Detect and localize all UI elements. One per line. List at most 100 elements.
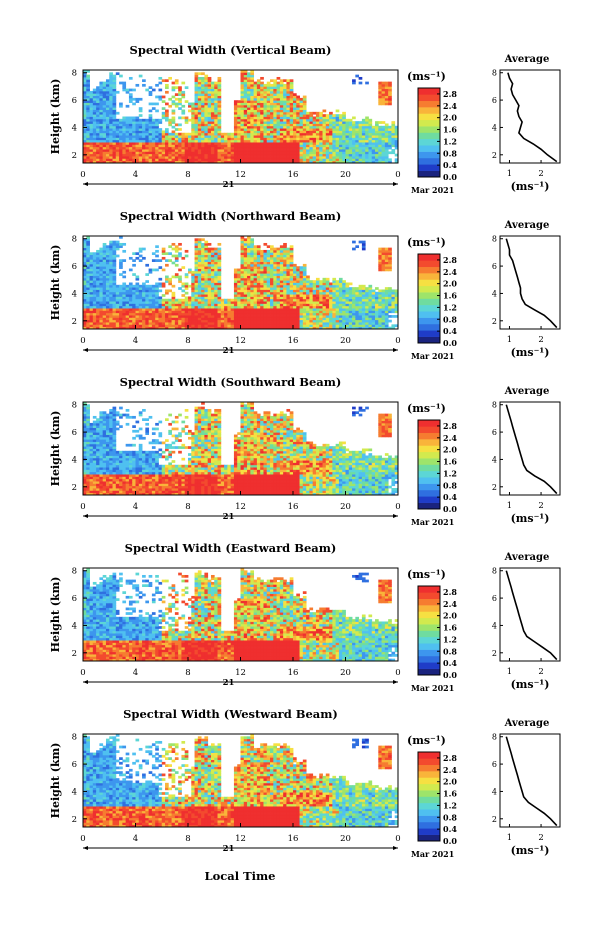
heatmap-cell <box>149 149 153 152</box>
heatmap-cell <box>96 278 100 281</box>
heatmap-cell <box>368 119 372 122</box>
heatmap-cell <box>359 133 363 136</box>
heatmap-cell <box>152 317 156 320</box>
heatmap-cell <box>136 294 140 297</box>
heatmap-cell <box>368 128 372 131</box>
heatmap-cell <box>178 93 182 96</box>
heatmap-cell <box>204 289 208 292</box>
heatmap-cell <box>96 126 100 129</box>
heatmap-cell <box>303 264 307 267</box>
heatmap-cell <box>122 86 126 89</box>
heatmap-cell <box>260 117 264 120</box>
heatmap-cell <box>300 280 304 283</box>
heatmap-cell <box>270 248 274 251</box>
heatmap-cell <box>211 248 215 251</box>
heatmap-cell <box>326 313 330 316</box>
heatmap-cell <box>244 79 248 82</box>
heatmap-cell <box>293 278 297 281</box>
heatmap-cell <box>116 149 120 152</box>
heatmap-cell <box>283 243 287 246</box>
heatmap-cell <box>283 324 287 327</box>
heatmap-cell <box>165 280 169 283</box>
heatmap-cell <box>365 82 369 85</box>
heatmap-cell <box>362 156 366 159</box>
heatmap-cell <box>129 144 133 147</box>
heatmap-cell <box>122 156 126 159</box>
heatmap-cell <box>247 245 251 248</box>
heatmap-cell <box>119 266 123 269</box>
heatmap-cell <box>326 278 330 281</box>
heatmap-cell <box>313 324 317 327</box>
heatmap-cell <box>152 126 156 129</box>
heatmap-cell <box>231 156 235 159</box>
heatmap-cell <box>198 264 202 267</box>
heatmap-cell <box>273 257 277 260</box>
heatmap-cell <box>352 241 356 244</box>
heatmap-cell <box>332 137 336 140</box>
heatmap-cell <box>352 310 356 313</box>
heatmap-cell <box>250 248 254 251</box>
heatmap-cell <box>86 301 90 304</box>
heatmap-cell <box>99 128 103 131</box>
heatmap-cell <box>385 133 389 136</box>
heatmap-cell <box>172 255 176 258</box>
heatmap-cell <box>201 137 205 140</box>
y-tick-label: 4 <box>72 123 77 133</box>
heatmap-cell <box>155 149 159 152</box>
heatmap-cell <box>129 289 133 292</box>
heatmap-cell <box>168 137 172 140</box>
heatmap-cell <box>119 264 123 267</box>
heatmap-cell <box>263 294 267 297</box>
colorbar-swatch <box>418 158 440 165</box>
heatmap-cell <box>181 324 185 327</box>
heatmap-cell <box>136 310 140 313</box>
heatmap-cell <box>227 151 231 154</box>
heatmap-cell <box>332 278 336 281</box>
heatmap-cell <box>270 303 274 306</box>
heatmap-cell <box>178 86 182 89</box>
heatmap-cell <box>286 96 290 99</box>
heatmap-cell <box>198 137 202 140</box>
heatmap-cell <box>254 156 258 159</box>
heatmap-cell <box>355 128 359 131</box>
heatmap-cell <box>106 79 110 82</box>
heatmap-cell <box>267 93 271 96</box>
heatmap-cell <box>290 266 294 269</box>
heatmap-cell <box>103 313 107 316</box>
heatmap-cell <box>93 128 97 131</box>
heatmap-cell <box>267 96 271 99</box>
heatmap-cell <box>319 280 323 283</box>
heatmap-cell <box>201 245 205 248</box>
heatmap-cell <box>99 301 103 304</box>
heatmap-cell <box>300 133 304 136</box>
heatmap-cell <box>113 303 117 306</box>
heatmap-cell <box>293 110 297 113</box>
heatmap-cell <box>83 144 87 147</box>
heatmap-cell <box>158 133 162 136</box>
heatmap-cell <box>247 79 251 82</box>
heatmap-cell <box>234 105 238 108</box>
heatmap-cell <box>244 310 248 313</box>
heatmap-cell <box>218 110 222 113</box>
average-title: Average <box>504 54 550 65</box>
heatmap-cell <box>162 117 166 120</box>
heatmap-cell <box>191 303 195 306</box>
heatmap-cell <box>270 110 274 113</box>
heatmap-cell <box>96 289 100 292</box>
heatmap-cell <box>145 310 149 313</box>
heatmap-cell <box>388 96 392 99</box>
heatmap-cell <box>211 86 215 89</box>
heatmap-cell <box>293 137 297 140</box>
heatmap-cell <box>201 149 205 152</box>
heatmap-cell <box>283 86 287 89</box>
heatmap-cell <box>198 96 202 99</box>
heatmap-cell <box>195 117 199 120</box>
heatmap-cell <box>162 107 166 110</box>
heatmap-cell <box>181 257 185 260</box>
heatmap-cell <box>103 126 107 129</box>
heatmap-cell <box>283 287 287 290</box>
heatmap-cell <box>103 252 107 255</box>
heatmap-cell <box>280 144 284 147</box>
heatmap-cell <box>168 156 172 159</box>
heatmap-cell <box>99 287 103 290</box>
